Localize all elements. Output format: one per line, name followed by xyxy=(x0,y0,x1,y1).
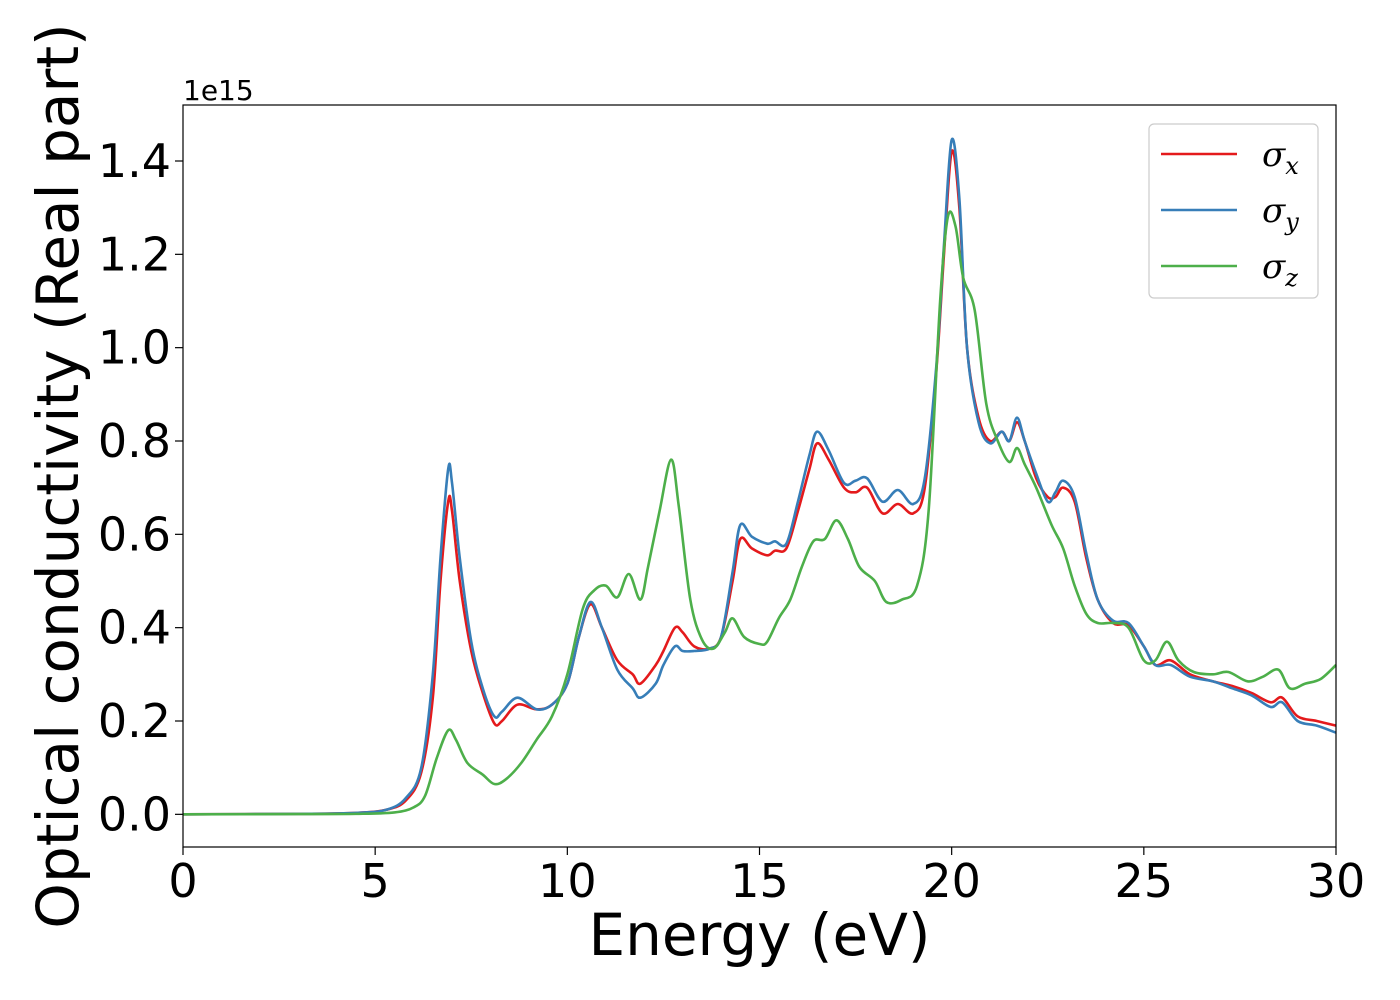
x-tick-label: 15 xyxy=(730,854,789,908)
y-offset-label: 1e15 xyxy=(183,74,254,107)
x-tick-label: 5 xyxy=(361,854,390,908)
y-tick-label: 1.0 xyxy=(98,321,171,375)
y-tick-label: 0.2 xyxy=(98,694,171,748)
y-tick-label: 1.4 xyxy=(98,134,171,188)
y-axis: 0.0 0.2 0.4 0.6 0.8 1.0 1.2 1.4 xyxy=(98,134,183,841)
series-line-y xyxy=(182,137,1337,816)
x-tick-label: 10 xyxy=(538,854,597,908)
x-tick-label: 25 xyxy=(1115,854,1174,908)
y-tick-label: 0.4 xyxy=(98,601,171,655)
x-tick-label: 20 xyxy=(922,854,981,908)
x-axis: 0 5 10 15 20 25 30 xyxy=(168,847,1365,908)
y-tick-label: 0.8 xyxy=(98,414,171,468)
y-axis-title: Optical conductivity (Real part) xyxy=(24,23,92,928)
y-tick-label: 0.6 xyxy=(98,507,171,561)
x-tick-label: 30 xyxy=(1307,854,1366,908)
x-axis-title: Energy (eV) xyxy=(588,901,930,969)
y-tick-label: 0.0 xyxy=(98,787,171,841)
series-layer xyxy=(182,137,1337,816)
y-tick-label: 1.2 xyxy=(98,227,171,281)
x-tick-label: 0 xyxy=(168,854,197,908)
series-line-z xyxy=(182,210,1337,816)
